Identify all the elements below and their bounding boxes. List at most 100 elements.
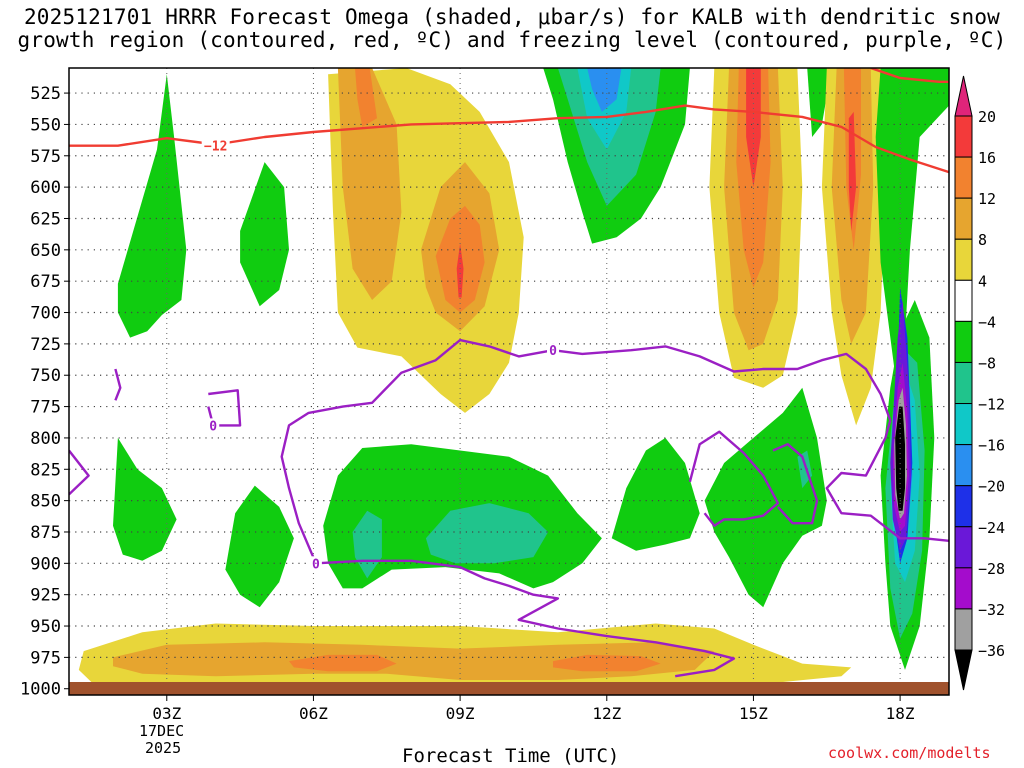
y-tick-label-575: 575	[30, 147, 61, 167]
omega-region-36	[425, 503, 549, 564]
colorbar-swatch-3	[954, 238, 973, 281]
y-tick-label-925: 925	[30, 586, 61, 606]
freezing-level-loop-right-2	[772, 443, 819, 525]
date-label-year: 2025	[145, 739, 182, 757]
x-tick-label-03Z: 03Z	[152, 704, 181, 723]
freezing-label-1-bg	[309, 556, 322, 571]
omega-region-33	[225, 485, 294, 608]
x-axis-ticks: 03Z 06Z 09Z 12Z 15Z 18Z	[152, 695, 915, 723]
y-tick-label-775: 775	[30, 398, 61, 418]
freezing-level-tick	[114, 368, 122, 401]
contour-labels: −12 0 0 0	[201, 138, 559, 572]
omega-region-11	[587, 68, 622, 112]
colorbar-label-4: 4	[978, 272, 987, 290]
colorbar-label-7: −12	[978, 396, 1005, 414]
y-tick-label-825: 825	[30, 460, 61, 480]
colorbar-label-11: −28	[978, 560, 1005, 578]
y-tick-label-1000: 1000	[20, 680, 61, 700]
chart-title: 2025121701 HRRR Forecast Omega (shaded, …	[0, 6, 1024, 52]
date-label-day: 17DEC	[139, 722, 185, 740]
colorbar-swatch-12	[954, 608, 973, 651]
y-tick-label-875: 875	[30, 523, 61, 543]
colorbar-label-9: −20	[978, 478, 1005, 496]
omega-region-0	[117, 74, 187, 338]
y-tick-label-725: 725	[30, 335, 61, 355]
freezing-level-contour-lower	[315, 559, 736, 678]
colorbar-label-3: 8	[978, 231, 987, 249]
colorbar-swatch-9	[954, 485, 973, 528]
dendritic-label: −12	[204, 140, 227, 155]
dendritic-contour-upper	[870, 68, 949, 83]
omega-region-32	[113, 437, 177, 561]
colorbar-swatch-5	[954, 320, 973, 363]
omega-region-1	[240, 162, 289, 307]
omega-region-7	[456, 243, 464, 298]
grid-lines	[69, 68, 949, 695]
x-tick-label-09Z: 09Z	[446, 704, 475, 723]
y-tick-label-850: 850	[30, 492, 61, 512]
y-tick-label-800: 800	[30, 429, 61, 449]
title-line-2: growth region (contoured, red, ºC) and f…	[17, 28, 1007, 52]
colorbar-bottom-triangle	[954, 649, 973, 691]
plot-frame	[68, 67, 950, 696]
colorbar-label-8: −16	[978, 437, 1005, 455]
omega-shading	[78, 68, 949, 693]
colorbar-label-0: 20	[978, 108, 996, 126]
colorbar-top-triangle	[954, 75, 973, 117]
y-tick-label-675: 675	[30, 272, 61, 292]
x-tick-label-15Z: 15Z	[739, 704, 768, 723]
dendritic-contour-minus12	[69, 104, 949, 174]
colorbar-label-5: −4	[978, 313, 996, 331]
x-axis-label: Forecast Time (UTC)	[402, 745, 620, 767]
colorbar-swatch-11	[954, 567, 973, 610]
watermark: coolwx.com/modelts	[828, 744, 991, 762]
freezing-level-left-lobe	[69, 449, 90, 496]
freezing-label-3-bg	[547, 343, 559, 358]
y-axis-ticks: 525 550 575 600 625 650 675 700 725 750 775 800 825 8…	[20, 84, 69, 700]
y-tick-label-625: 625	[30, 209, 61, 229]
y-tick-label-750: 750	[30, 366, 61, 386]
freezing-level-far-right	[825, 420, 949, 542]
omega-region-37	[611, 437, 700, 551]
freezing-level-contour	[280, 338, 892, 564]
colorbar-label-10: −24	[978, 519, 1005, 537]
freezing-level-loop-right	[688, 430, 780, 527]
omega-region-22	[875, 68, 949, 376]
freezing-label-2-bg	[207, 418, 220, 433]
colorbar-label-12: −32	[978, 601, 1005, 619]
x-tick-label-12Z: 12Z	[592, 704, 621, 723]
contour-lines	[69, 68, 949, 678]
x-tick-label-18Z: 18Z	[886, 704, 915, 723]
y-tick-label-700: 700	[30, 304, 61, 324]
y-tick-label-950: 950	[30, 617, 61, 637]
omega-region-4	[355, 68, 377, 127]
y-tick-label-650: 650	[30, 241, 61, 261]
y-tick-label-525: 525	[30, 84, 61, 104]
colorbar-label-13: −36	[978, 642, 1005, 660]
colorbar-swatch-10	[954, 526, 973, 569]
title-line-1: 2025121701 HRRR Forecast Omega (shaded, …	[23, 5, 1001, 29]
colorbar-label-6: −8	[978, 354, 996, 372]
colorbar-swatch-7	[954, 403, 973, 446]
y-tick-label-600: 600	[30, 178, 61, 198]
y-tick-label-550: 550	[30, 115, 61, 135]
colorbar-swatch-2	[954, 197, 973, 240]
y-tick-label-900: 900	[30, 554, 61, 574]
colorbar-label-2: 12	[978, 190, 996, 208]
colorbar-swatch-0	[954, 115, 973, 158]
freezing-label-3: 0	[549, 344, 557, 359]
x-tick-label-06Z: 06Z	[299, 704, 328, 723]
colorbar-label-1: 16	[978, 149, 996, 167]
colorbar-swatch-8	[954, 444, 973, 487]
omega-region-41	[113, 642, 715, 680]
ground-strip	[69, 682, 949, 695]
omega-region-16	[746, 68, 761, 188]
omega-region-38	[704, 387, 827, 608]
freezing-label-1: 0	[312, 557, 320, 572]
omega-region-42	[289, 654, 397, 672]
omega-region-21	[848, 111, 857, 231]
colorbar: 20 16 12 8 4 −4 −8 −12 −16 −20 −24 −28 −32 −36	[954, 75, 1005, 691]
dendritic-label-bg	[201, 138, 230, 153]
freezing-label-2: 0	[209, 419, 217, 434]
